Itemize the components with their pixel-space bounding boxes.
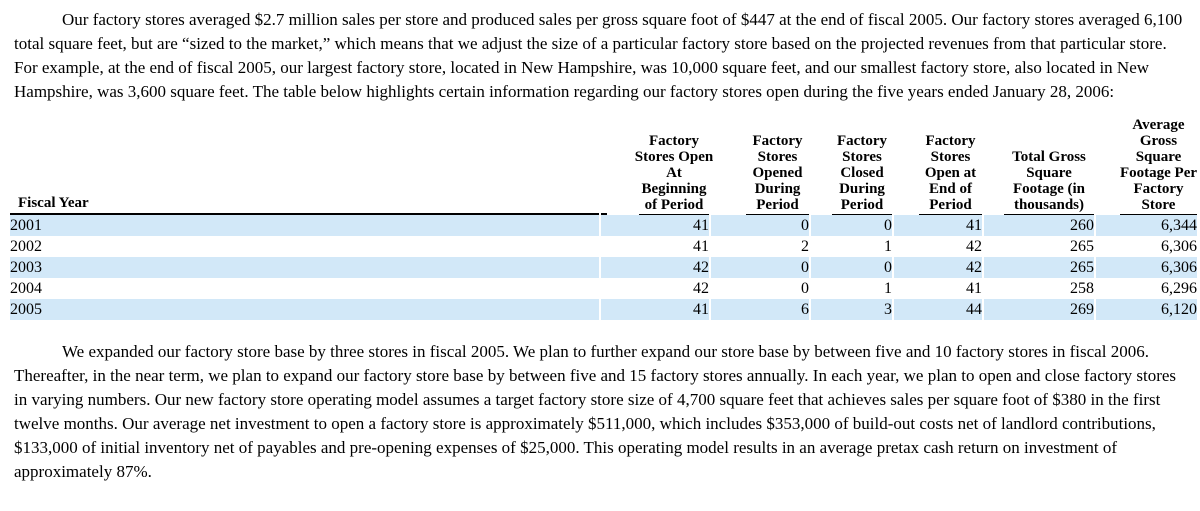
cell-open-beginning: 42: [599, 257, 710, 278]
col-header-open-end: Factory Stores Open at End of Period: [892, 117, 983, 215]
cell-total-footage: 265: [982, 236, 1095, 257]
cell-open-end: 44: [892, 299, 983, 320]
cell-fiscal-year: 2002: [10, 238, 42, 255]
cell-average-footage: 6,344: [1094, 215, 1197, 236]
intro-paragraph: Our factory stores averaged $2.7 million…: [14, 10, 1183, 101]
cell-closed: 1: [809, 236, 893, 257]
cell-fiscal-year: 2001: [10, 215, 600, 236]
cell-closed: 0: [809, 257, 893, 278]
cell-opened: 0: [709, 278, 810, 299]
cell-average-footage: 6,306: [1094, 257, 1197, 278]
cell-open-beginning: 42: [599, 278, 710, 299]
expansion-paragraph: We expanded our factory store base by th…: [14, 342, 1177, 481]
table-row-2005: 2005 41 6 3 44 269 6,120: [10, 299, 1197, 320]
cell-open-end: 41: [892, 215, 983, 236]
table-row-2004: 2004 42 0 1 41 258 6,296: [10, 278, 1197, 299]
cell-opened: 0: [709, 215, 810, 236]
table-row-2001: 2001 41 0 0 41 260 6,344: [10, 215, 1197, 236]
cell-opened: 0: [709, 257, 810, 278]
cell-total-footage: 265: [982, 257, 1095, 278]
col-header-closed-during: Factory Stores Closed During Period: [809, 117, 893, 215]
cell-fiscal-year: 2003: [10, 257, 600, 278]
table-header-row: Fiscal Year Factory Stores Open At Begin…: [10, 117, 1197, 215]
col-header-average-footage: Average Gross Square Footage Per Factory…: [1094, 117, 1197, 215]
cell-average-footage: 6,296: [1094, 278, 1197, 299]
cell-open-beginning: 41: [599, 215, 710, 236]
col-header-fiscal-year: Fiscal Year: [10, 117, 607, 215]
cell-total-footage: 260: [982, 215, 1095, 236]
cell-open-end: 42: [892, 257, 983, 278]
cell-opened: 2: [709, 236, 810, 257]
col-header-total-gross-footage: Total Gross Square Footage (in thousands…: [982, 117, 1095, 215]
cell-open-end: 41: [892, 278, 983, 299]
factory-stores-table: Fiscal Year Factory Stores Open At Begin…: [10, 117, 1197, 320]
cell-total-footage: 269: [982, 299, 1095, 320]
cell-fiscal-year: 2005: [10, 299, 600, 320]
cell-closed: 1: [809, 278, 893, 299]
table-row-2002: 2002 41 2 1 42 265 6,306: [10, 236, 1197, 257]
cell-average-footage: 6,306: [1094, 236, 1197, 257]
col-header-opened-during: Factory Stores Opened During Period: [709, 117, 810, 215]
col-header-open-beginning: Factory Stores Open At Beginning of Peri…: [599, 117, 713, 215]
cell-average-footage: 6,120: [1094, 299, 1197, 320]
cell-total-footage: 258: [982, 278, 1095, 299]
cell-opened: 6: [709, 299, 810, 320]
cell-open-end: 42: [892, 236, 983, 257]
cell-closed: 0: [809, 215, 893, 236]
cell-open-beginning: 41: [599, 299, 710, 320]
cell-closed: 3: [809, 299, 893, 320]
table-row-2003: 2003 42 0 0 42 265 6,306: [10, 257, 1197, 278]
fiscal-year-header-label: Fiscal Year: [10, 195, 607, 215]
cell-open-beginning: 41: [599, 236, 710, 257]
cell-fiscal-year: 2004: [10, 280, 42, 297]
